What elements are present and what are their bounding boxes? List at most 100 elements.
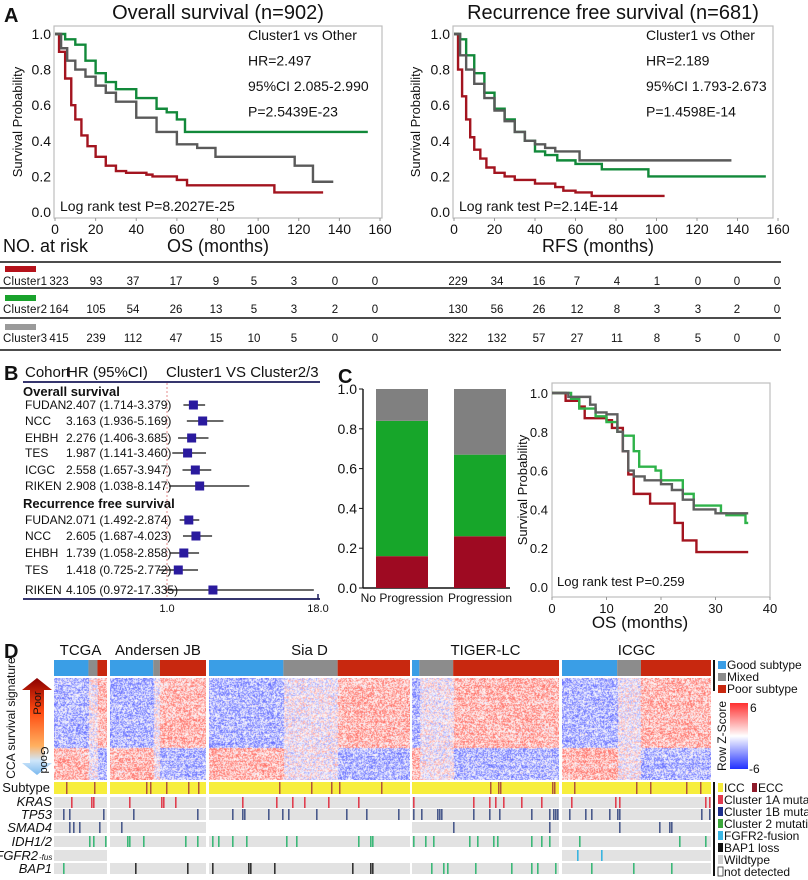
x-tick-label: 18.0 xyxy=(307,603,328,615)
cluster-label: Cluster3 xyxy=(3,333,47,345)
mutation-mark xyxy=(328,797,330,808)
mutation-mark xyxy=(187,863,189,874)
heatmap-andersen-jb xyxy=(110,678,206,780)
hr-marker xyxy=(173,565,183,575)
mutation-mark xyxy=(212,836,214,847)
subtype-bar-good xyxy=(209,660,284,676)
track-label-fgfr2: FGFR2 xyxy=(0,848,39,863)
mutation-mark xyxy=(105,836,107,847)
survival-curve-cluster3 xyxy=(454,32,732,162)
x-tick-label: 120 xyxy=(287,221,311,237)
heatmap-sia-d xyxy=(209,678,410,780)
hr-stat-line: HR=2.497 xyxy=(248,53,312,69)
hr-stat-line: 95%CI 1.793-2.673 xyxy=(646,78,767,94)
hr-marker xyxy=(188,400,198,410)
x-tick-label: 60 xyxy=(568,221,584,237)
mutation-mark xyxy=(425,836,427,847)
colorbar-min: -6 xyxy=(749,762,760,776)
subtype-track-ecc xyxy=(552,782,554,794)
track-label: BAP1 xyxy=(19,861,52,876)
mutation-track-bap1 xyxy=(54,863,107,874)
mutation-mark xyxy=(671,822,673,833)
subtype-track-ecc xyxy=(146,782,148,794)
track-label-fus: -fus xyxy=(39,853,52,862)
legend-bracket xyxy=(713,660,715,691)
mutation-track-smad4 xyxy=(562,822,711,833)
mutation-mark xyxy=(659,822,661,833)
mutation-mark xyxy=(705,836,707,847)
risk-count-rfs: 8 xyxy=(614,304,620,316)
mutation-mark xyxy=(531,809,533,820)
risk-count-os: 26 xyxy=(170,304,183,316)
mutation-track-tp53 xyxy=(54,809,107,820)
legend-label: BAP1 loss xyxy=(724,841,779,855)
mutation-track-kras xyxy=(412,797,559,808)
mutation-mark xyxy=(133,809,135,820)
x-tick-label: 0 xyxy=(51,221,59,237)
risk-count-os: 9 xyxy=(213,276,219,288)
subtype-track-ecc xyxy=(66,782,68,794)
mutation-mark xyxy=(633,863,635,874)
hr-stat-line: HR=2.189 xyxy=(646,53,710,69)
mutation-mark xyxy=(346,809,348,820)
mutation-track-tp53 xyxy=(110,809,206,820)
mutation-track-bap1 xyxy=(209,863,410,874)
risk-count-rfs: 0 xyxy=(734,333,740,345)
mutation-mark xyxy=(521,797,523,808)
y-tick-label: 1.0 xyxy=(431,26,451,42)
risk-count-rfs: 322 xyxy=(448,333,467,345)
legend-swatch xyxy=(718,855,723,864)
mutation-mark xyxy=(601,850,603,861)
subtype-track-ecc xyxy=(166,782,168,794)
mutation-mark xyxy=(503,797,505,808)
heatmap-tcga xyxy=(54,678,107,780)
x-tick-label: 120 xyxy=(685,221,709,237)
mutation-track-smad4 xyxy=(412,822,559,833)
subtype-track-ecc xyxy=(279,782,281,794)
subtype-bar-poor xyxy=(453,660,559,676)
mutation-track-fgfr2 xyxy=(562,850,711,861)
risk-count-os: 105 xyxy=(86,304,105,316)
cohort-title: Andersen JB xyxy=(115,642,201,659)
mutation-mark xyxy=(441,809,443,820)
subtype-track-ecc xyxy=(331,782,333,794)
cohort-title: TCGA xyxy=(60,642,102,659)
hr-ci-text: 2.605 (1.687-4.023) xyxy=(66,529,171,543)
subtype-track-ecc xyxy=(636,782,638,794)
y-tick-label: 0.4 xyxy=(530,502,548,517)
legend-swatch xyxy=(752,783,757,792)
subtype-track-icc xyxy=(209,782,410,794)
y-tick-label: 0.2 xyxy=(431,168,451,184)
progression-bar-chart: 0.0 0.2 0.4 0.6 0.8 1.0 No Progression Progress… xyxy=(338,381,512,605)
colorbar-label: Row Z-Score xyxy=(715,701,729,771)
mutation-mark xyxy=(69,822,71,833)
mutation-track-tp53 xyxy=(209,809,410,820)
risk-count-os: 13 xyxy=(210,304,223,316)
category-label: No Progression xyxy=(361,591,444,605)
mutation-mark xyxy=(143,836,145,847)
mutation-mark xyxy=(71,797,73,808)
legend-swatch xyxy=(718,673,726,681)
mutation-mark xyxy=(161,797,163,808)
mutation-mark xyxy=(127,836,129,847)
y-tick-label: 0.2 xyxy=(338,540,358,556)
cohort-label: EHBH xyxy=(25,431,58,445)
mutation-mark xyxy=(705,797,707,808)
y-tick-label: 0.4 xyxy=(431,133,451,149)
mutation-mark xyxy=(268,809,270,820)
group-label: Overall survival xyxy=(23,384,120,399)
subtype-track-icc xyxy=(412,782,559,794)
mutation-mark xyxy=(232,809,234,820)
mutation-track-tp53 xyxy=(412,809,559,820)
legend-label: Cluster 1B mutation xyxy=(724,805,808,819)
legend-label: ICC xyxy=(724,781,745,795)
y-tick-label: 0.8 xyxy=(530,425,548,440)
risk-count-rfs: 3 xyxy=(695,304,701,316)
hr-marker xyxy=(183,448,193,458)
mutation-mark xyxy=(671,863,673,874)
hr-ci-text: 2.908 (1.038-8.147) xyxy=(66,479,171,493)
subtype-track-ecc xyxy=(490,782,492,794)
survival-curve-cluster3 xyxy=(55,32,334,183)
legend-label: Cluster 1A mutation xyxy=(724,793,808,807)
subtype-track-ecc xyxy=(339,782,341,794)
